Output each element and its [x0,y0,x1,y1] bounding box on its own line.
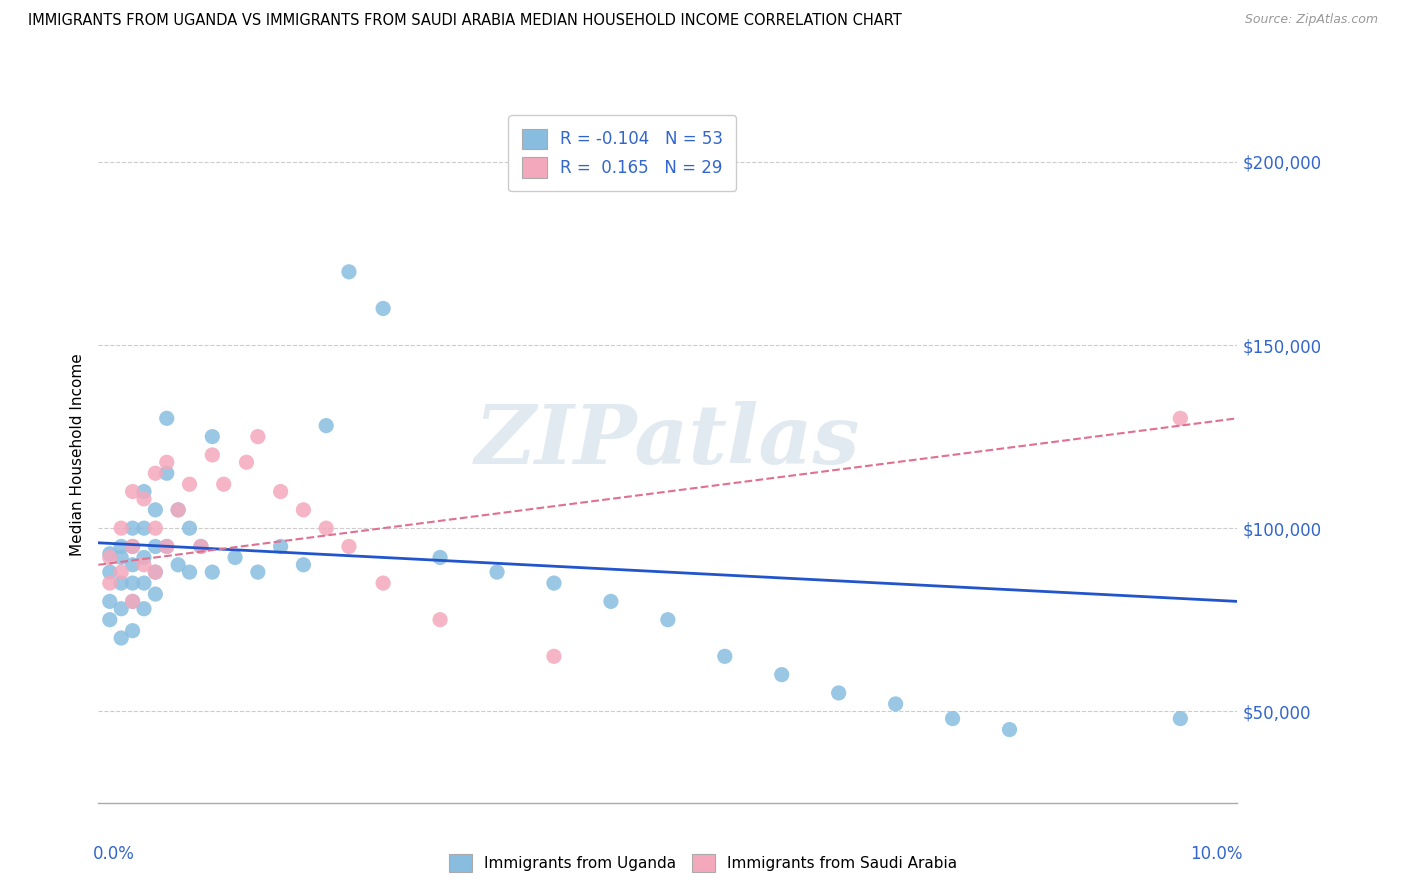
Point [156,540,179,554]
Point [98,547,121,561]
Point [132,601,155,615]
Point [179,521,201,535]
Point [201,565,224,579]
Text: ZIPatlas: ZIPatlas [475,401,860,481]
Point [429,550,451,565]
Point [132,576,155,591]
Point [156,411,179,425]
Point [156,467,179,481]
Point [292,558,315,572]
Point [828,686,851,700]
Point [337,540,360,554]
Point [429,613,451,627]
Point [145,521,167,535]
Point [190,540,212,554]
Point [110,540,132,554]
Point [337,265,360,279]
Point [543,649,565,664]
Point [121,540,143,554]
Point [156,455,179,469]
Point [373,576,395,591]
Y-axis label: Median Household Income: Median Household Income [69,353,84,557]
Point [145,540,167,554]
Point [770,667,793,681]
Text: IMMIGRANTS FROM UGANDA VS IMMIGRANTS FROM SAUDI ARABIA MEDIAN HOUSEHOLD INCOME C: IMMIGRANTS FROM UGANDA VS IMMIGRANTS FRO… [28,13,901,29]
Point [98,576,121,591]
Point [270,484,292,499]
Point [121,540,143,554]
Point [179,477,201,491]
Point [1170,411,1192,425]
Point [212,477,235,491]
Point [98,613,121,627]
Point [246,565,269,579]
Point [373,301,395,316]
Point [486,565,509,579]
Text: 0.0%: 0.0% [93,845,135,863]
Point [201,429,224,443]
Legend: Immigrants from Uganda, Immigrants from Saudi Arabia: Immigrants from Uganda, Immigrants from … [441,846,965,880]
Point [110,550,132,565]
Point [110,576,132,591]
Point [98,594,121,608]
Point [145,587,167,601]
Point [201,448,224,462]
Point [224,550,246,565]
Point [110,565,132,579]
Point [543,576,565,591]
Point [132,521,155,535]
Point [600,594,623,608]
Point [121,558,143,572]
Point [121,624,143,638]
Point [132,491,155,506]
Point [145,565,167,579]
Point [167,503,190,517]
Point [190,540,212,554]
Point [121,521,143,535]
Point [884,697,907,711]
Point [145,565,167,579]
Point [98,550,121,565]
Point [121,576,143,591]
Point [246,429,269,443]
Point [714,649,737,664]
Point [1170,712,1192,726]
Point [132,484,155,499]
Point [145,467,167,481]
Point [132,550,155,565]
Point [110,601,132,615]
Point [292,503,315,517]
Point [121,594,143,608]
Point [145,503,167,517]
Text: 10.0%: 10.0% [1191,845,1243,863]
Legend: R = -0.104   N = 53, R =  0.165   N = 29: R = -0.104 N = 53, R = 0.165 N = 29 [509,115,737,191]
Point [110,521,132,535]
Point [315,418,337,433]
Point [98,565,121,579]
Point [121,484,143,499]
Text: Source: ZipAtlas.com: Source: ZipAtlas.com [1244,13,1378,27]
Point [942,712,965,726]
Point [167,558,190,572]
Point [270,540,292,554]
Point [235,455,257,469]
Point [998,723,1021,737]
Point [315,521,337,535]
Point [657,613,679,627]
Point [121,594,143,608]
Point [132,558,155,572]
Point [179,565,201,579]
Point [167,503,190,517]
Point [110,631,132,645]
Point [156,540,179,554]
